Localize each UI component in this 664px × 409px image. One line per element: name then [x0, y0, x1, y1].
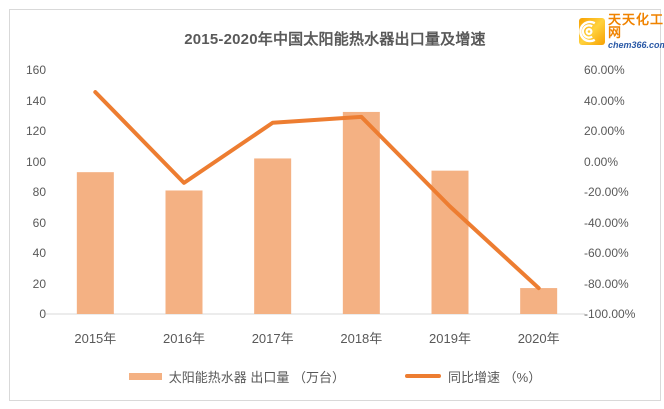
right-axis-tick-20.00%: 20.00% [584, 124, 625, 138]
x-axis-tick-2016年: 2016年 [163, 331, 205, 346]
logo-text: 天天化工网 chem366.com [608, 13, 664, 50]
legend-item-line: 同比增速 （%） [405, 367, 541, 386]
right-axis-tick-0.00%: 0.00% [584, 154, 619, 169]
left-axis-tick-120: 120 [25, 124, 46, 138]
bar-2017年 [254, 158, 292, 314]
chart-title: 2015-2020年中国太阳能热水器出口量及增速 [184, 31, 486, 48]
legend-item-bar: 太阳能热水器 出口量 （万台） [128, 367, 346, 386]
right-axis-tick--80.00%: -80.00% [584, 276, 629, 291]
x-axis-tick-2017年: 2017年 [251, 331, 294, 346]
right-axis-tick--100.00%: -100.00% [584, 307, 636, 321]
logo-swirl-icon [579, 18, 605, 45]
left-axis-tick-20: 20 [32, 276, 46, 291]
right-axis-tick-60.00%: 60.00% [584, 63, 625, 77]
right-axis-tick-40.00%: 40.00% [584, 93, 625, 108]
x-axis-tick-2019年: 2019年 [429, 331, 471, 346]
legend: 太阳能热水器 出口量 （万台） 同比增速 （%） [9, 367, 661, 385]
right-axis-tick--40.00%: -40.00% [584, 215, 629, 230]
legend-bar-swatch [128, 372, 162, 380]
left-axis-tick-60: 60 [32, 215, 46, 230]
right-axis-tick--60.00%: -60.00% [584, 246, 629, 260]
legend-bar-label: 太阳能热水器 出口量 （万台） [168, 369, 346, 385]
left-axis-tick-40: 40 [32, 246, 46, 260]
left-axis-tick-160: 160 [25, 63, 46, 77]
chart-border [9, 9, 661, 401]
left-axis-tick-0: 0 [39, 307, 46, 321]
bar-2015年 [76, 172, 114, 314]
left-axis-tick-140: 140 [25, 93, 46, 108]
growth-line [93, 90, 541, 291]
x-axis-tick-2018年: 2018年 [340, 331, 383, 346]
bar-2018年 [342, 111, 380, 314]
logo-name: 天天化工网 [608, 12, 664, 40]
left-axis-tick-100: 100 [25, 154, 46, 169]
x-axis-tick-2015年: 2015年 [74, 331, 117, 346]
chem366-logo[interactable]: 天天化工网 chem366.com [579, 13, 664, 50]
x-axis-tick-2020年: 2020年 [517, 331, 560, 346]
bar-2016年 [165, 190, 203, 314]
bar-2020年 [520, 288, 558, 314]
legend-line-label: 同比增速 （%） [448, 369, 542, 385]
legend-line-swatch [405, 374, 442, 378]
left-axis-tick-80: 80 [32, 185, 46, 199]
right-axis-tick--20.00%: -20.00% [584, 185, 629, 199]
logo-domain: chem366.com [608, 40, 664, 50]
